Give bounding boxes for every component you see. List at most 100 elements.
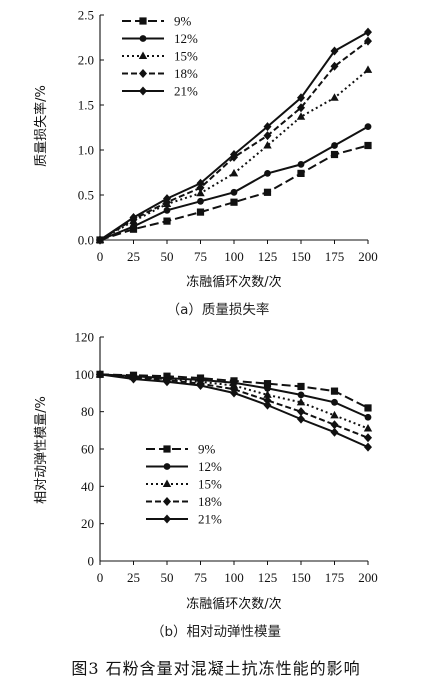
chart-b-data-point [296,397,306,406]
chart-b-data-point [263,395,272,405]
chart-b-data-point [331,398,338,406]
chart-b-x-tick-label: 100 [224,570,244,585]
chart-a-y-tick-label: 0.5 [78,188,94,203]
chart-a-series-line [99,125,369,241]
chart-b-x-tick-label: 75 [194,570,207,585]
chart-b-x-tick-label: 200 [358,570,378,585]
chart-b-y-tick-label: 60 [81,442,94,457]
chart-a-x-tick-label: 75 [194,249,207,264]
chart-b-data-point [264,384,271,392]
chart-a-legend-label: 15% [174,49,198,64]
chart-a-data-point [331,142,338,149]
chart-b-data-point [196,381,205,391]
chart-a-data-point [264,170,271,177]
chart-a-data-point [130,223,137,230]
chart-b-y-tick-label: 80 [81,404,94,419]
chart-b-legend-label: 9% [198,442,216,457]
chart-a-y-tick-label: 1.0 [78,143,94,158]
chart-a-x-tick-label: 50 [161,249,174,264]
chart-a-data-point [364,141,372,150]
chart-a-legend: 9% 12% 15% 18% 21% [122,14,198,99]
chart-a-x-tick-label: 200 [358,249,378,264]
chart-a-data-point [196,178,205,188]
chart-b-legend-marker [163,514,171,524]
chart-b-legend-marker [163,463,171,470]
chart-a-data-point [297,169,305,177]
chart-a-data-point [263,131,272,141]
chart-b-x-title: 冻融循环次数/次 [186,596,281,612]
chart-a-legend-label: 18% [174,66,198,81]
chart-b-data-point [364,442,372,452]
chart-b-x-tick-label: 150 [291,570,311,585]
chart-a-data-point [330,46,339,56]
chart-b-legend-label: 12% [198,459,222,474]
chart-a-data-point [363,65,373,73]
chart-a-data-point [263,141,272,149]
chart-a-x-tick-label: 175 [325,249,345,264]
chart-a-data-point [364,27,372,37]
chart-b-data-point [297,407,305,417]
chart-a-legend-marker [138,51,148,59]
chart-b-x-tick-label: 125 [258,570,278,585]
chart-a-x-tick-label: 125 [258,249,278,264]
chart-b-x-tick-label: 50 [161,570,174,585]
chart-b-legend-marker [162,479,172,487]
chart-b-y-tick-label: 40 [81,479,94,494]
chart-b-legend-label: 21% [198,512,222,527]
figure-caption: 图3 石粉含量对混凝土抗冻性能的影响 [71,659,360,678]
chart-a-data-point [297,93,305,103]
chart-a-data-point [230,198,238,206]
chart-a-data-point [163,194,171,204]
chart-b-legend-label: 18% [198,494,222,509]
chart-b-legend-label: 15% [198,477,222,492]
chart-b-y-tick-label: 120 [75,330,95,345]
chart-a-x-tick-label: 100 [224,249,244,264]
chart-b-series-21pct [96,369,372,452]
chart-relative-modulus: 相对动弹性模量/% 冻融循环次数/次 （b）相对动弹性模量 0 20 40 60 80 1… [34,330,378,641]
chart-a-legend-marker [139,35,147,42]
chart-a-x-tick-label: 25 [127,249,140,264]
chart-b-y-tick-label: 0 [88,554,95,569]
chart-a-legend-marker [139,17,147,25]
chart-b-data-point [364,413,372,421]
chart-a-data-point [129,213,138,222]
chart-a-y-title: 质量损失率/% [33,85,49,167]
chart-a-legend-marker [139,69,147,78]
chart-a-legend-marker [139,86,147,96]
chart-a-data-point [230,188,238,196]
chart-a-y-tick-label: 1.5 [78,98,94,113]
chart-a-data-point [297,161,305,168]
chart-a-data-point [263,188,272,196]
chart-b-data-point [230,388,238,398]
chart-b-x-tick-label: 25 [127,570,140,585]
chart-a-data-point [163,217,171,225]
chart-b-x-tick-label: 175 [325,570,345,585]
chart-a-data-point [364,36,372,46]
chart-b-data-point [363,423,373,432]
chart-a-data-point [297,103,305,113]
chart-b-legend-marker [163,445,171,453]
chart-a-legend-label: 9% [174,14,192,29]
chart-b-data-point [297,391,305,399]
chart-b-y-tick-label: 20 [81,516,94,531]
chart-b-data-point [297,382,305,391]
chart-b-y-tick-label: 100 [75,367,95,382]
chart-a-legend-label: 21% [174,84,198,99]
chart-b-data-point [330,410,339,419]
chart-a-x-tick-label: 0 [97,249,104,264]
chart-a-data-point [230,150,238,159]
chart-a-data-point [96,235,104,245]
chart-a-series-21pct [96,27,372,245]
chart-a-x-title: 冻融循环次数/次 [186,274,281,290]
chart-b-data-point [263,400,272,410]
chart-mass-loss: 质量损失率/% 冻融循环次数/次 （a）质量损失率 0.0 0.5 1.0 1.5 2.… [33,8,378,319]
chart-a-y-tick-label: 2.0 [78,53,94,68]
chart-b-data-point [129,374,138,384]
chart-b-data-point [263,390,272,398]
chart-a-data-point [196,188,205,197]
chart-a-caption: （a）质量损失率 [167,301,270,318]
chart-b-data-point [330,420,339,430]
chart-b-data-point [263,380,272,388]
chart-a-series-line [99,144,369,241]
